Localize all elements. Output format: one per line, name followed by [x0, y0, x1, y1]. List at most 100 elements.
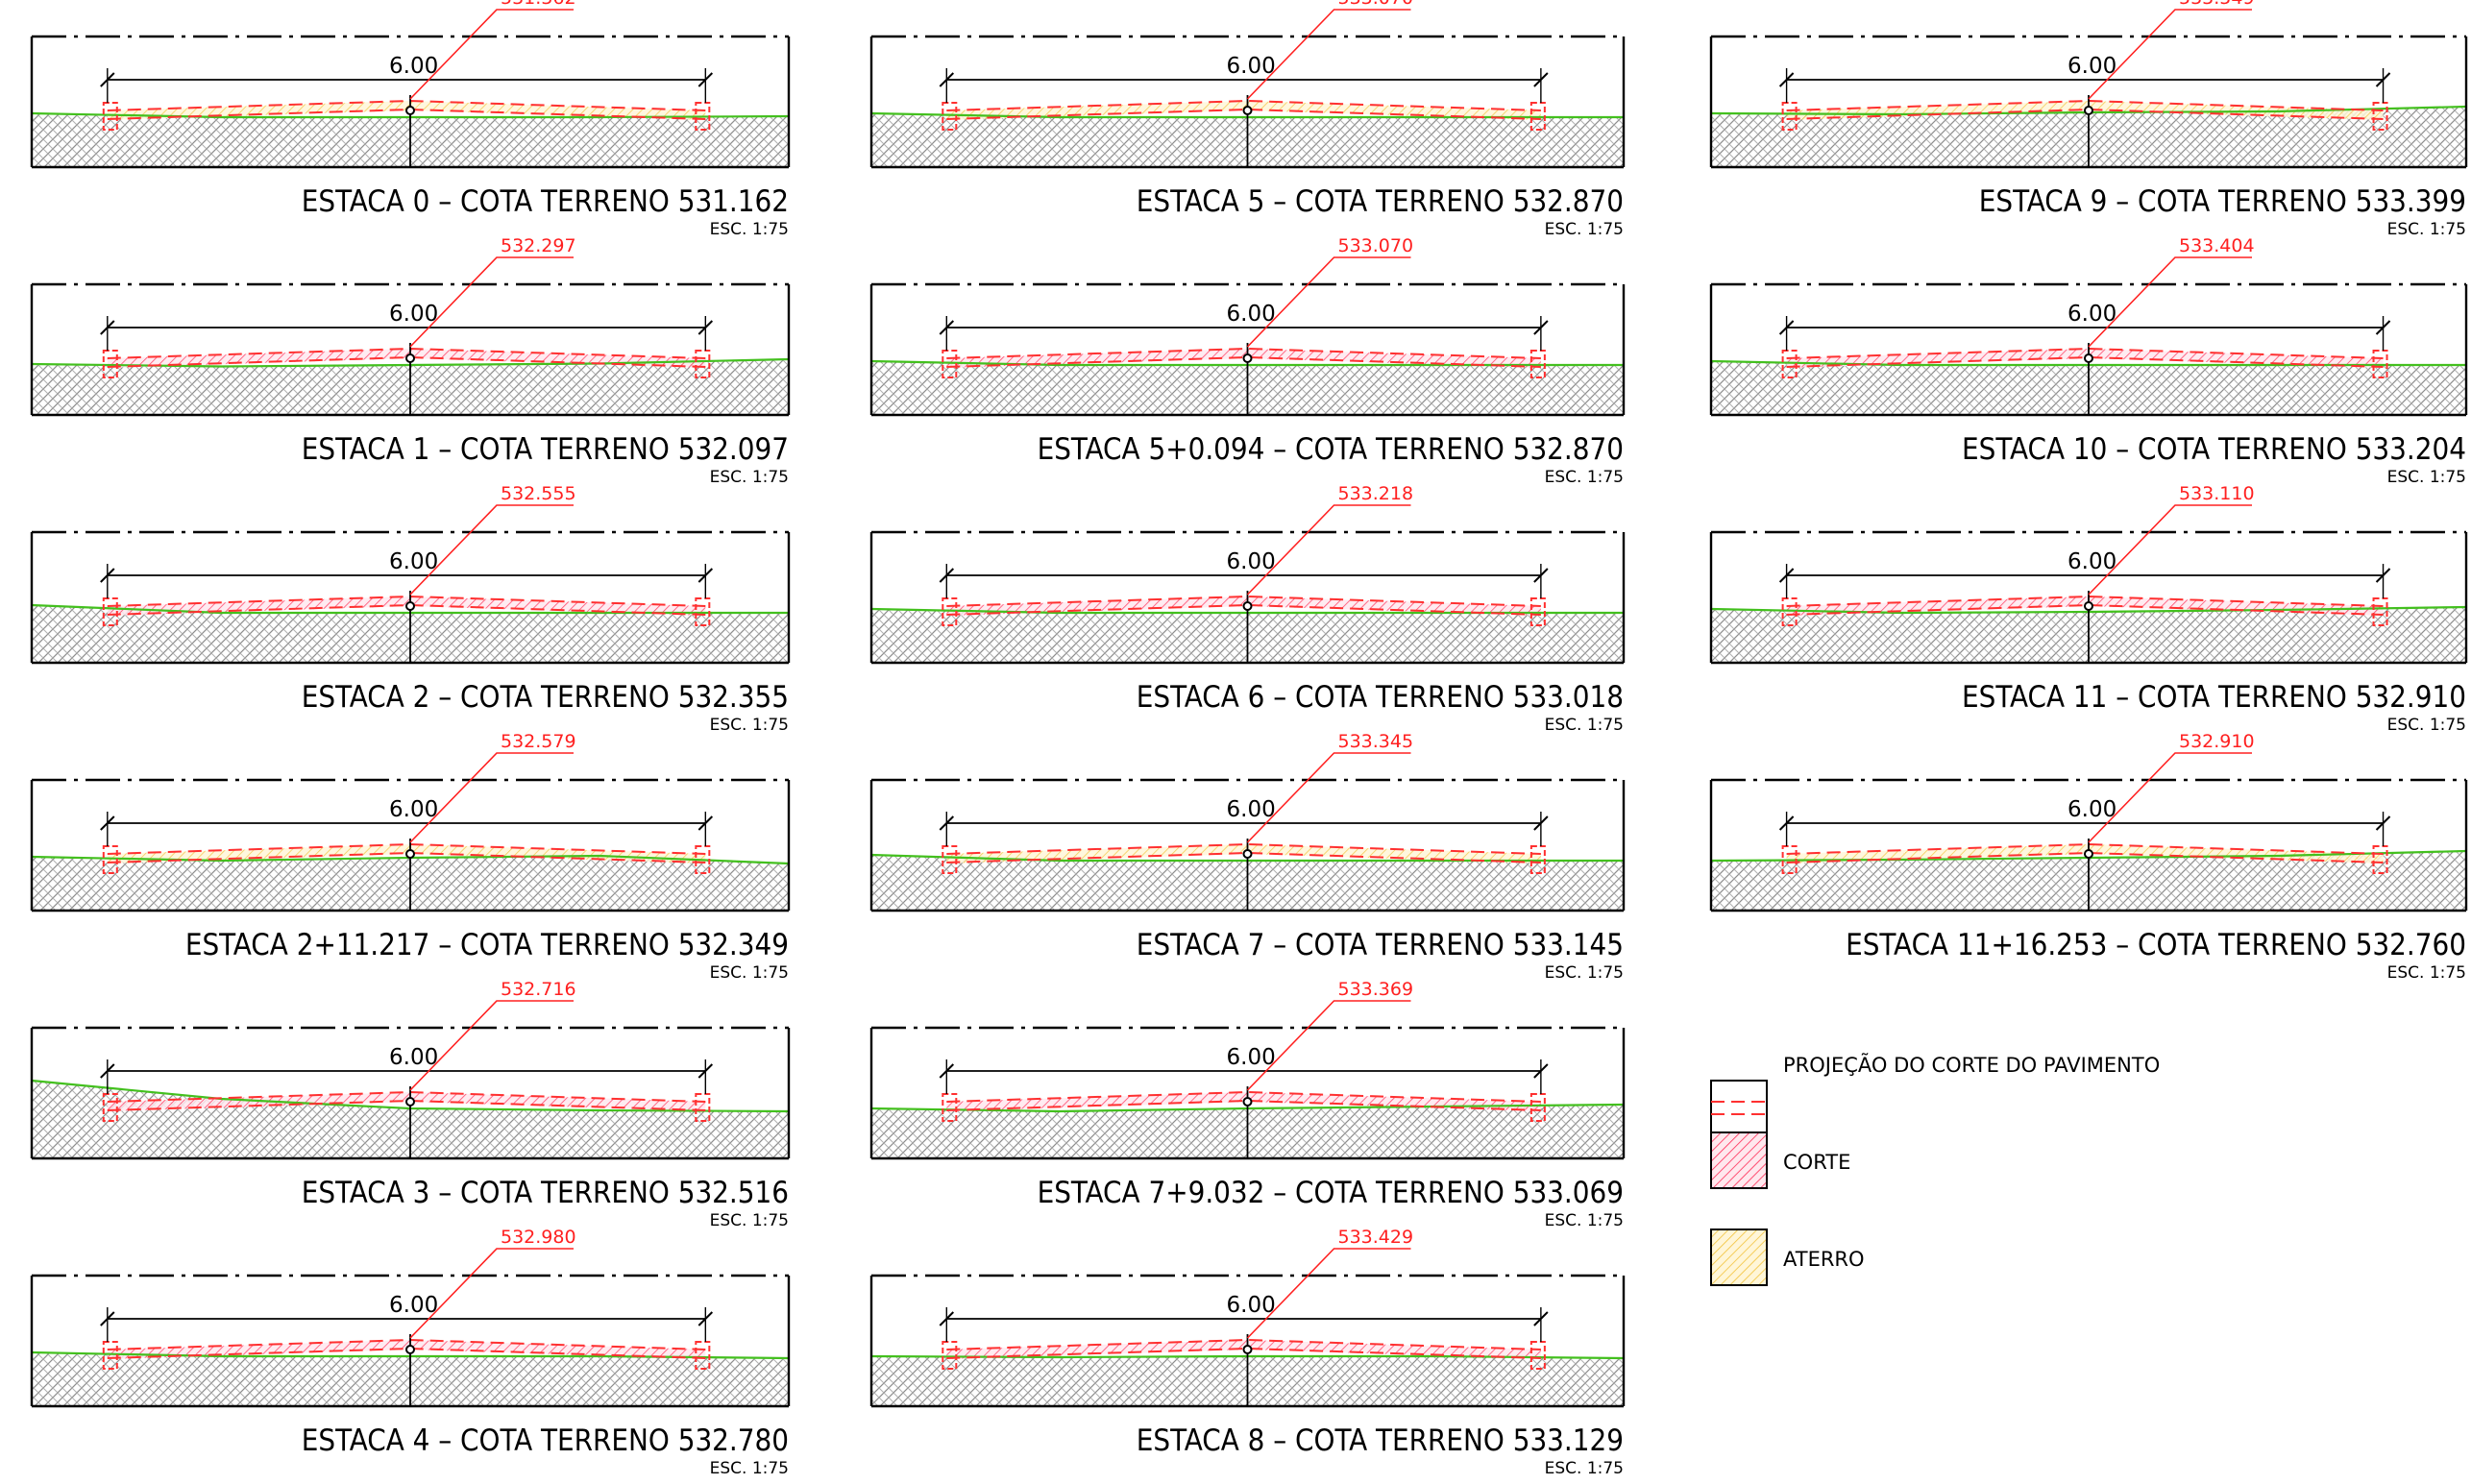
curb — [1529, 1341, 1546, 1370]
elevation-leader — [2088, 9, 2252, 100]
section-13: 6.00 533.404 ESTACA 10 – COTA TERRENO 533.… — [1709, 235, 2468, 487]
section-title: ESTACA 4 – COTA TERRENO 532.780 — [302, 1423, 789, 1458]
elevation-leader — [1246, 9, 1411, 100]
section-4: 6.00 532.716 ESTACA 3 – COTA TERRENO 532.5… — [30, 979, 791, 1230]
dimension-tick — [1778, 72, 1795, 87]
section-8: 6.00 533.218 ESTACA 6 – COTA TERRENO 533.0… — [869, 483, 1626, 735]
curb — [695, 1093, 711, 1122]
dimension-tick — [1533, 72, 1549, 87]
curb — [1781, 102, 1798, 131]
section-2: 6.00 532.555 ESTACA 2 – COTA TERRENO 532.3… — [30, 483, 791, 735]
pavement-projection-line — [946, 595, 1541, 607]
elevation-leader — [2088, 752, 2252, 843]
elevation-leader — [409, 504, 574, 596]
legend-cut: CORTE — [1710, 1131, 1850, 1189]
section-scale: ESC. 1:75 — [1545, 1211, 1624, 1230]
dimension-tick — [100, 1311, 115, 1326]
dimension-tick — [2375, 815, 2391, 831]
section-title: ESTACA 1 – COTA TERRENO 532.097 — [302, 432, 789, 467]
dimension-tick — [697, 1311, 714, 1326]
axis-point — [405, 849, 415, 859]
section-scale: ESC. 1:75 — [2387, 468, 2466, 487]
curb — [695, 845, 711, 874]
width-label: 6.00 — [2067, 54, 2116, 79]
section-scale: ESC. 1:75 — [710, 1459, 789, 1478]
legend-fill-label: ATERRO — [1783, 1248, 1865, 1271]
section-title: ESTACA 0 – COTA TERRENO 531.162 — [302, 184, 789, 219]
dimension-tick — [1778, 320, 1795, 335]
dimension-tick — [100, 72, 115, 87]
pavement-projection-line — [946, 842, 1541, 855]
section-title: ESTACA 7+9.032 – COTA TERRENO 533.069 — [1038, 1176, 1624, 1210]
section-scale: ESC. 1:75 — [1545, 716, 1624, 735]
dimension-tick — [1533, 1063, 1549, 1079]
curb — [102, 597, 118, 626]
axis-point — [405, 1345, 415, 1354]
curb — [2372, 597, 2388, 626]
dimension-tick — [1533, 1311, 1549, 1326]
section-title: ESTACA 3 – COTA TERRENO 532.516 — [302, 1176, 789, 1210]
curb — [695, 1341, 711, 1370]
axis-point — [1242, 1097, 1253, 1107]
elevation-leader — [409, 256, 574, 348]
section-title: ESTACA 10 – COTA TERRENO 533.204 — [1962, 432, 2466, 467]
section-9: 6.00 533.345 ESTACA 7 – COTA TERRENO 533.1… — [869, 731, 1626, 983]
curb — [1529, 350, 1546, 378]
curb — [2372, 102, 2388, 131]
elevation-leader — [1246, 1248, 1411, 1339]
curb — [1781, 845, 1798, 874]
section-scale: ESC. 1:75 — [710, 1211, 789, 1230]
pavement-projection-line — [946, 1347, 1541, 1359]
section-1: 6.00 532.297 ESTACA 1 – COTA TERRENO 532.0… — [30, 235, 791, 487]
width-label: 6.00 — [389, 1045, 438, 1070]
width-label: 6.00 — [2067, 302, 2116, 327]
elevation-leader — [2088, 504, 2252, 596]
section-12: 6.00 533.549 ESTACA 9 – COTA TERRENO 533.3… — [1709, 0, 2468, 239]
dimension-tick — [100, 815, 115, 831]
section-title: ESTACA 2+11.217 – COTA TERRENO 532.349 — [185, 928, 789, 962]
section-scale: ESC. 1:75 — [1545, 963, 1624, 983]
section-7: 6.00 533.070 ESTACA 5+0.094 – COTA TERRENO… — [869, 235, 1626, 487]
elevation-label: 533.218 — [1338, 483, 1414, 504]
curb — [1781, 350, 1798, 378]
dimension-tick — [939, 568, 955, 583]
axis-point — [1242, 1345, 1253, 1354]
curb — [695, 102, 711, 131]
elevation-leader — [409, 1000, 574, 1091]
width-label: 6.00 — [389, 1293, 438, 1318]
axis-point — [2084, 106, 2093, 115]
elevation-leader — [1246, 752, 1411, 843]
section-5: 6.00 532.980 ESTACA 4 – COTA TERRENO 532.7… — [30, 1227, 791, 1478]
curb — [695, 597, 711, 626]
dimension-tick — [100, 568, 115, 583]
dimension-tick — [697, 72, 714, 87]
section-title: ESTACA 11 – COTA TERRENO 532.910 — [1962, 680, 2466, 715]
section-15: 6.00 532.910 ESTACA 11+16.253 – COTA TERRE… — [1709, 731, 2468, 983]
section-0: 6.00 531.362 ESTACA 0 – COTA TERRENO 531.1… — [30, 0, 791, 239]
dimension-tick — [1533, 568, 1549, 583]
section-scale: ESC. 1:75 — [2387, 220, 2466, 239]
dimension-tick — [1778, 815, 1795, 831]
section-scale: ESC. 1:75 — [710, 716, 789, 735]
curb — [2372, 350, 2388, 378]
elevation-leader — [1246, 504, 1411, 596]
elevation-leader — [409, 752, 574, 843]
elevation-label: 532.297 — [501, 235, 576, 256]
pavement-projection-line — [946, 347, 1541, 359]
elevation-label: 533.345 — [1338, 731, 1414, 752]
section-scale: ESC. 1:75 — [1545, 468, 1624, 487]
axis-point — [405, 353, 415, 363]
pavement-projection-line — [946, 108, 1541, 120]
section-scale: ESC. 1:75 — [710, 468, 789, 487]
axis-point — [2084, 601, 2093, 611]
axis-point — [1242, 849, 1253, 859]
axis-point — [1242, 106, 1253, 115]
dimension-tick — [939, 1063, 955, 1079]
curb — [695, 350, 711, 378]
section-11: 6.00 533.429 ESTACA 8 – COTA TERRENO 533.1… — [869, 1227, 1626, 1478]
section-title: ESTACA 2 – COTA TERRENO 532.355 — [302, 680, 789, 715]
axis-point — [2084, 353, 2093, 363]
elevation-leader — [2088, 256, 2252, 348]
legend: PROJEÇÃO DO CORTE DO PAVIMENTO CORTE ATE… — [1710, 1052, 2160, 1286]
